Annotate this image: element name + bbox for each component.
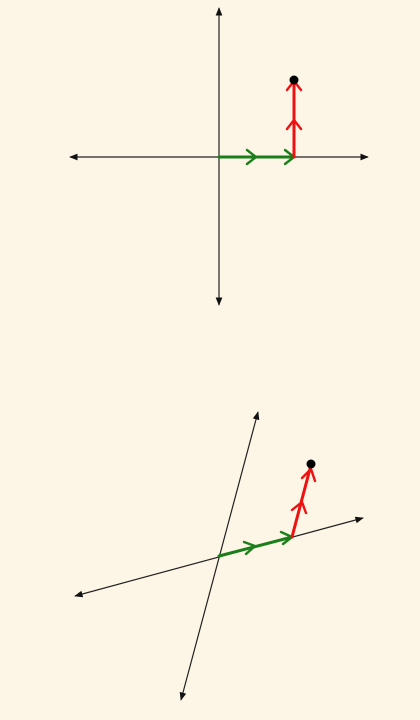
target-point (289, 75, 299, 85)
first-skewed-vector-chevron-mid (242, 540, 257, 556)
first-vector-chevron-mid (245, 148, 258, 166)
second-basis-vector (285, 79, 303, 159)
standard-basis-panel (69, 7, 369, 306)
second-skewed-vector-chevron-mid (290, 500, 308, 515)
second-skewed-vector-chevron-end (300, 467, 317, 483)
first-basis-vector (217, 148, 296, 166)
skewed-target-point (306, 459, 316, 469)
second-vector-chevron-mid (285, 118, 303, 131)
skewed-basis-panel (74, 411, 364, 701)
first-skewed-vector (217, 530, 294, 558)
second-skewed-vector (290, 463, 317, 539)
